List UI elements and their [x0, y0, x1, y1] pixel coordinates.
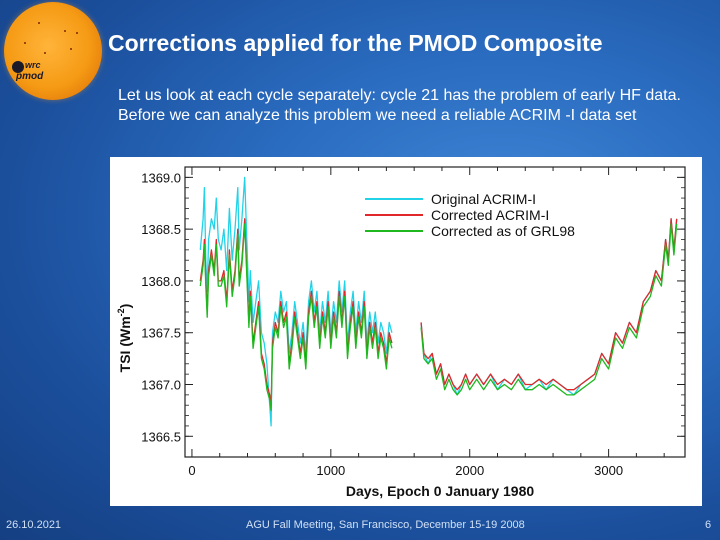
slide-title: Corrections applied for the PMOD Composi…: [108, 30, 603, 56]
wrc-pmod-logo: wrc pmod: [12, 60, 44, 82]
series-line-grl98: [199, 223, 393, 412]
slide-number: 6: [705, 519, 712, 531]
series-line-original: [420, 218, 678, 396]
x-tick-label: 2000: [455, 463, 484, 478]
series-line-corrected: [420, 218, 678, 391]
sunspot: [64, 30, 66, 32]
y-tick-label: 1366.5: [141, 429, 181, 444]
sunspot: [38, 22, 40, 24]
axes-group: 0 1000 2000 3000 1366.5 1367.0 1367.5 1368.0 136…: [141, 167, 685, 478]
y-tick-label: 1367.5: [141, 326, 181, 341]
y-axis-label-end: ): [117, 304, 133, 309]
sunspot: [44, 52, 46, 54]
series-grl98: [199, 223, 678, 412]
tsi-chart-svg: 0 1000 2000 3000 1366.5 1367.0 1367.5 1368.0 136…: [116, 166, 686, 499]
series-group: [199, 176, 678, 427]
legend-label-grl98: Corrected as of GRL98: [431, 223, 575, 239]
series-line-grl98: [420, 223, 678, 396]
y-axis-label-main: TSI (Wm: [117, 316, 133, 372]
legend-label-corrected: Corrected ACRIM-I: [431, 207, 549, 223]
x-tick-label: 1000: [316, 463, 345, 478]
sunspot: [24, 42, 26, 44]
sunspot: [70, 48, 72, 50]
tsi-chart: 0 1000 2000 3000 1366.5 1367.0 1367.5 1368.0 136…: [110, 157, 702, 506]
y-axis-label-sup: -2: [116, 308, 126, 316]
slide-body-text: Let us look at each cycle separately: cy…: [118, 87, 681, 124]
x-tick-label: 3000: [594, 463, 623, 478]
logo-text-wrc: wrc: [25, 60, 41, 70]
series-line-original: [199, 176, 393, 427]
footer-event: AGU Fall Meeting, San Francisco, Decembe…: [246, 519, 525, 531]
sun-logo-image: [4, 2, 102, 100]
y-tick-label: 1368.5: [141, 222, 181, 237]
x-axis-label: Days, Epoch 0 January 1980: [346, 483, 535, 499]
footer-date: 26.10.2021: [6, 519, 62, 531]
y-tick-label: 1369.0: [141, 170, 181, 185]
sunspot: [76, 32, 78, 34]
x-tick-label: 0: [188, 463, 195, 478]
y-tick-label: 1367.0: [141, 378, 181, 393]
y-tick-label: 1368.0: [141, 274, 181, 289]
legend-label-original: Original ACRIM-I: [431, 191, 536, 207]
logo-text-pmod: pmod: [15, 71, 44, 82]
y-axis-label: TSI (Wm-2): [116, 304, 133, 373]
